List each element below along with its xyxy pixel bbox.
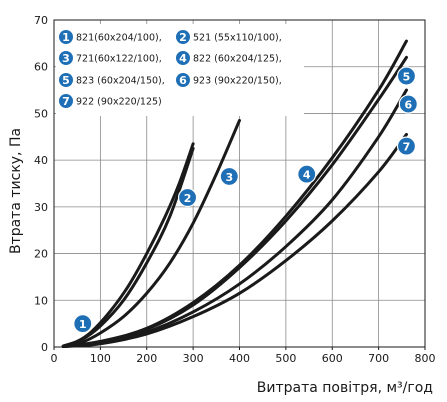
- y-tick-label: 60: [34, 61, 48, 74]
- x-tick-label: 400: [229, 352, 250, 365]
- y-tick-label: 10: [34, 294, 48, 307]
- legend-badge-number: 2: [179, 31, 187, 44]
- x-tick-label: 700: [368, 352, 389, 365]
- legend-entry-label: 923 (90x220/150),: [193, 76, 282, 87]
- legend-badge-number: 7: [62, 95, 70, 108]
- legend-badge-number: 5: [62, 74, 70, 87]
- x-tick-label: 300: [183, 352, 204, 365]
- x-axis-title: Витрата повітря, м³/год: [257, 380, 433, 396]
- curve-badge-5: [396, 66, 417, 86]
- legend-entry-label: 823 (60x204/150),: [76, 76, 165, 87]
- x-tick-label: 100: [90, 352, 111, 365]
- curve-badge-2: [177, 187, 198, 208]
- legend-badge-number: 4: [179, 52, 187, 65]
- legend-badge-number: 6: [179, 74, 187, 87]
- curve-badge-number: 5: [403, 71, 411, 84]
- curve-badge-number: 3: [225, 171, 233, 184]
- legend-entry-label: 822 (60x204/125),: [193, 54, 282, 65]
- curve-badge-4: [297, 164, 317, 184]
- y-tick-label: 70: [34, 14, 48, 27]
- series-lines: [61, 39, 408, 349]
- curve-badge-number: 7: [403, 141, 411, 154]
- tick-labels: 0 100 200 300 400 500 600 700 800 0 10 20 30 40 50 60 70: [34, 14, 436, 365]
- curve-badge-number: 6: [404, 99, 412, 112]
- legend-badge-number: 1: [62, 31, 70, 44]
- curve-badge-number: 4: [303, 169, 311, 182]
- curve-badge-number: 2: [184, 192, 192, 205]
- legend-badge: [59, 94, 73, 108]
- legend-badge-number: 3: [62, 52, 70, 65]
- y-tick-label: 0: [41, 341, 48, 354]
- y-axis-title: Втрата тиску, Па: [8, 128, 24, 254]
- y-tick-label: 40: [34, 154, 48, 167]
- legend-badge: [176, 51, 190, 65]
- series-line-3: [61, 118, 241, 349]
- x-tick-label: 500: [275, 352, 296, 365]
- legend-badge: [59, 51, 73, 65]
- curve-badge-7: [396, 136, 417, 156]
- curve-badge-1: [73, 314, 93, 334]
- y-tick-label: 20: [34, 248, 48, 261]
- legend-badge: [59, 30, 73, 44]
- series-line-7: [61, 132, 408, 349]
- x-tick-label: 200: [136, 352, 157, 365]
- legend-entry-label: 521 (55x110/100),: [193, 33, 282, 44]
- x-tick-label: 600: [322, 352, 343, 365]
- legend: 1 821(60x204/100), 2 521 (55x110/100), 3 721(…: [56, 24, 304, 116]
- legend-entry-label: 721(60x122/100),: [76, 54, 162, 65]
- legend-badge: [176, 73, 190, 87]
- y-tick-label: 50: [34, 107, 48, 120]
- curve-badge-number: 1: [79, 318, 87, 331]
- x-tick-label: 0: [51, 352, 58, 365]
- legend-badge: [59, 73, 73, 87]
- curve-badge-6: [398, 94, 418, 114]
- x-tick-label: 800: [415, 352, 436, 365]
- y-tick-label: 30: [34, 201, 48, 214]
- legend-badge: [176, 30, 190, 44]
- legend-entry-label: 821(60x204/100),: [76, 33, 162, 44]
- legend-entry-label: 922 (90x220/125): [76, 97, 162, 108]
- curve-badges: 1 2 3 4 5 6 7: [73, 66, 418, 334]
- curve-badge-3: [219, 166, 239, 187]
- series-line-2: [61, 146, 195, 348]
